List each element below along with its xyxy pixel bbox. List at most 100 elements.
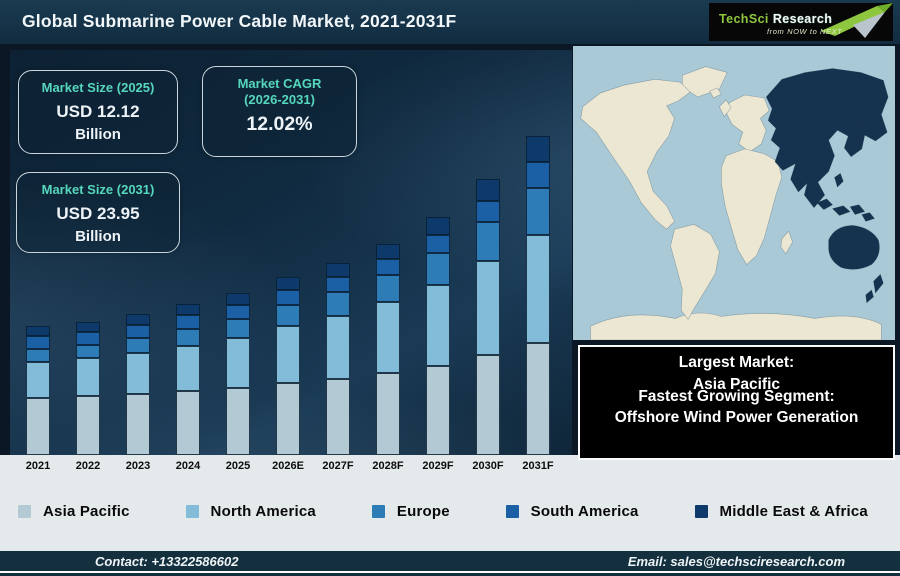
bar-segment-asia-pacific [276,383,300,455]
bar-segment-south-america [426,235,450,253]
info-box-value: USD 12.12 [56,102,140,121]
largest-market-label: Largest Market: [678,354,795,371]
info-box-unit: Billion [75,228,121,245]
bar-segment-north-america [176,346,200,391]
x-axis-label: 2030F [472,460,504,472]
bar-segment-asia-pacific [226,388,250,455]
logo-arrow-icon [821,3,893,38]
map-antarctica [590,312,882,340]
legend-item-south-america: South America [505,503,639,520]
bar-segment-europe [176,329,200,346]
bar-segment-asia-pacific [76,396,100,455]
bar-segment-south-america [276,290,300,305]
techsci-logo: TechSci Research from NOW to NEXT [709,3,893,41]
bar-segment-south-america [526,162,550,188]
bar-2025 [226,293,250,455]
bar-segment-north-america [76,358,100,396]
x-axis-label: 2028F [372,460,404,472]
map-new-zealand [865,273,884,304]
x-axis-label: 2021 [25,460,51,472]
bar-segment-north-america [226,338,250,388]
bar-2023 [126,314,150,455]
logo-brand-primary: TechSci [719,12,769,26]
x-axis: 2021 2022 2023 2024 2025 2026E 2027F 2028F 2029F… [10,460,572,476]
fastest-segment-label: Fastest Growing Segment: [638,388,835,405]
legend-label: Middle East & Africa [719,502,868,520]
bar-2029F [426,217,450,455]
bar-segment-asia-pacific [376,373,400,455]
x-axis-label: 2025 [225,460,251,472]
highlight-box: Largest Market: Asia Pacific Fastest Gro… [578,345,895,460]
map-philippines [834,172,844,188]
bar-segment-middle-east-africa [426,217,450,235]
bar-2026E [276,277,300,455]
map-indonesia [816,198,876,222]
world-map [573,46,895,340]
map-japan [852,118,868,146]
bar-2028F [376,244,400,455]
logo-brand-secondary: Research [772,12,833,26]
stacked-bar-chart [10,50,572,455]
bar-segment-south-america [126,325,150,338]
email-text: Email: sales@techsciresearch.com [627,554,845,569]
bar-segment-north-america [326,316,350,379]
bar-segment-europe [126,338,150,353]
bar-segment-north-america [426,285,450,366]
bar-segment-asia-pacific [476,355,500,455]
x-axis-label: 2029F [422,460,454,472]
world-map-svg [573,46,895,340]
map-australia-highlight [828,225,880,270]
map-iceland [709,87,722,99]
bar-segment-europe [26,349,50,362]
bar-2024 [176,304,200,455]
bar-segment-north-america [526,235,550,343]
bar-segment-middle-east-africa [176,304,200,315]
bar-segment-europe [426,253,450,285]
page-title: Global Submarine Power Cable Market, 202… [22,11,457,31]
info-box-title: Market Size (2031) [41,182,155,197]
market-size-2031-box: Market Size (2031) USD 23.95 Billion [16,172,180,253]
map-uk [719,99,732,118]
legend-swatch-icon [371,504,385,518]
bar-segment-middle-east-africa [326,263,350,277]
info-box-value: USD 23.95 [56,204,140,223]
header: Global Submarine Power Cable Market, 202… [0,0,900,44]
largest-market-value: Asia Pacific [692,376,781,393]
map-africa [721,148,783,265]
legend-item-europe: Europe [371,503,450,520]
bar-segment-south-america [376,259,400,275]
bar-segment-europe [476,222,500,261]
bar-segment-europe [226,319,250,338]
bar-segment-middle-east-africa [476,179,500,201]
legend-swatch-icon [185,504,199,518]
bar-segment-north-america [376,302,400,373]
legend-swatch-icon [694,504,708,518]
fastest-segment-value: Offshore Wind Power Generation [614,409,859,426]
chart-panel: Market Size (2025) USD 12.12 Billion Mar… [10,50,572,455]
bar-2021 [26,326,50,455]
bar-segment-middle-east-africa [376,244,400,259]
legend-item-middle-east-africa: Middle East & Africa [694,502,868,520]
bar-segment-south-america [326,277,350,292]
bar-segment-south-america [226,305,250,319]
map-asia-highlight [765,68,889,209]
x-axis-label: 2031F [522,460,554,472]
legend-item-north-america: North America [185,503,316,520]
bar-segment-middle-east-africa [126,314,150,325]
bar-segment-middle-east-africa [226,293,250,305]
x-axis-label: 2027F [322,460,354,472]
bar-segment-north-america [126,353,150,394]
legend-swatch-icon [505,504,519,518]
map-europe [725,94,770,153]
bar-segment-middle-east-africa [26,326,50,336]
bar-segment-europe [526,188,550,235]
info-box-unit: Billion [75,126,121,143]
legend: Asia Pacific North America Europe South Ame… [0,499,900,523]
market-cagr-box: Market CAGR (2026-2031) 12.02% [202,66,357,157]
x-axis-label: 2023 [125,460,151,472]
contact-footer: Contact: +13322586602 Email: sales@techs… [0,551,900,576]
bar-segment-middle-east-africa [76,322,100,332]
info-box-value: 12.02% [246,113,313,135]
bar-2027F [326,263,350,455]
bar-segment-north-america [26,362,50,398]
